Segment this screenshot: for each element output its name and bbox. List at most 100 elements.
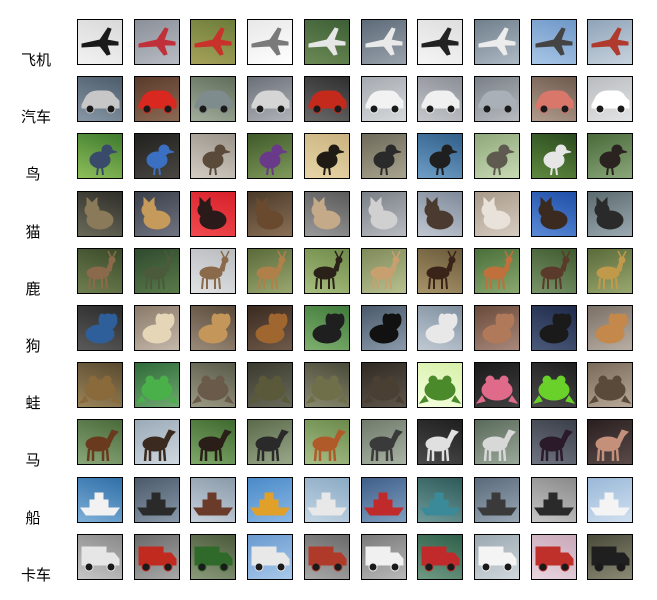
- deer-image-tile: [361, 248, 407, 294]
- cat-icon: [141, 196, 171, 230]
- frog-image-tile: [77, 362, 123, 408]
- airplane-image-tile: [190, 19, 236, 65]
- ship-icon: [364, 492, 404, 516]
- row-label-automobile: 汽车: [20, 108, 51, 127]
- truck-image-tile: [531, 534, 577, 580]
- bird-icon: [259, 144, 288, 176]
- bird-image-tile: [587, 133, 633, 179]
- bird-image-tile: [531, 133, 577, 179]
- ship-image-tile: [361, 477, 407, 523]
- dog-icon: [142, 313, 175, 344]
- row-label-deer: 鹿: [25, 279, 41, 298]
- frog-image-tile: [304, 362, 350, 408]
- ship-image-tile: [587, 477, 633, 523]
- ship-image-tile: [77, 477, 123, 523]
- horse-image-tile: [474, 419, 520, 465]
- row-label-frog: 蛙: [25, 394, 41, 413]
- horse-image-tile: [587, 419, 633, 465]
- horse-image-tile: [361, 419, 407, 465]
- horse-image-tile: [247, 419, 293, 465]
- airplane-icon: [81, 27, 119, 56]
- horse-icon: [369, 429, 403, 462]
- frog-image-tile: [474, 362, 520, 408]
- deer-icon: [596, 250, 627, 290]
- airplane-image-tile: [134, 19, 180, 65]
- horse-icon: [85, 429, 119, 462]
- truck-image-tile: [587, 534, 633, 580]
- horse-icon: [312, 429, 346, 462]
- airplane-image-tile: [247, 19, 293, 65]
- airplane-icon: [535, 27, 573, 56]
- deer-image-tile: [304, 248, 350, 294]
- car-icon: [478, 90, 517, 114]
- cat-image-tile: [134, 191, 180, 237]
- ship-image-tile: [190, 477, 236, 523]
- ship-icon: [250, 492, 290, 516]
- deer-image-tile: [134, 248, 180, 294]
- dog-image-tile: [587, 305, 633, 351]
- ship-icon: [534, 492, 574, 516]
- horse-icon: [425, 429, 459, 462]
- airplane-icon: [138, 27, 176, 56]
- horse-icon: [142, 429, 176, 462]
- airplane-image-tile: [417, 19, 463, 65]
- truck-icon: [81, 546, 120, 572]
- cat-icon: [594, 196, 624, 230]
- deer-icon: [540, 250, 571, 290]
- ship-icon: [193, 492, 233, 516]
- airplane-icon: [251, 27, 289, 56]
- bird-image-tile: [190, 133, 236, 179]
- row-label-airplane: 飞机: [20, 51, 51, 69]
- dog-icon: [369, 313, 402, 344]
- automobile-image-tile: [247, 76, 293, 122]
- cat-image-tile: [190, 191, 236, 237]
- car-icon: [591, 90, 630, 114]
- dog-image-tile: [247, 305, 293, 351]
- bird-icon: [316, 144, 345, 176]
- deer-icon: [370, 250, 401, 290]
- deer-icon: [143, 250, 174, 290]
- bird-image-tile: [304, 133, 350, 179]
- car-icon: [251, 90, 290, 114]
- row-label-ship: 船: [25, 508, 41, 527]
- cat-image-tile: [304, 191, 350, 237]
- truck-image-tile: [247, 534, 293, 580]
- horse-image-tile: [134, 419, 180, 465]
- airplane-icon: [194, 27, 232, 56]
- truck-icon: [365, 546, 404, 572]
- cat-icon: [368, 196, 398, 230]
- dog-icon: [482, 313, 515, 344]
- automobile-image-tile: [531, 76, 577, 122]
- bird-icon: [89, 144, 118, 176]
- dog-image-tile: [77, 305, 123, 351]
- row-label-bird: 鸟: [25, 165, 41, 184]
- car-icon: [138, 90, 177, 114]
- dog-image-tile: [134, 305, 180, 351]
- frog-icon: [475, 375, 519, 404]
- ship-image-tile: [304, 477, 350, 523]
- ship-image-tile: [474, 477, 520, 523]
- bird-image-tile: [134, 133, 180, 179]
- airplane-icon: [308, 27, 346, 56]
- deer-image-tile: [531, 248, 577, 294]
- horse-icon: [198, 429, 232, 462]
- dog-image-tile: [190, 305, 236, 351]
- frog-image-tile: [531, 362, 577, 408]
- ship-icon: [307, 492, 347, 516]
- airplane-icon: [365, 27, 403, 56]
- automobile-image-tile: [417, 76, 463, 122]
- bird-image-tile: [361, 133, 407, 179]
- deer-icon: [483, 250, 514, 290]
- bird-icon: [202, 144, 231, 176]
- deer-image-tile: [190, 248, 236, 294]
- dog-icon: [539, 313, 572, 344]
- truck-icon: [591, 546, 630, 572]
- ship-image-tile: [134, 477, 180, 523]
- bird-icon: [429, 144, 458, 176]
- deer-image-tile: [587, 248, 633, 294]
- airplane-image-tile: [474, 19, 520, 65]
- car-icon: [194, 90, 233, 114]
- deer-icon: [313, 250, 344, 290]
- bird-icon: [543, 144, 572, 176]
- ship-icon: [137, 492, 177, 516]
